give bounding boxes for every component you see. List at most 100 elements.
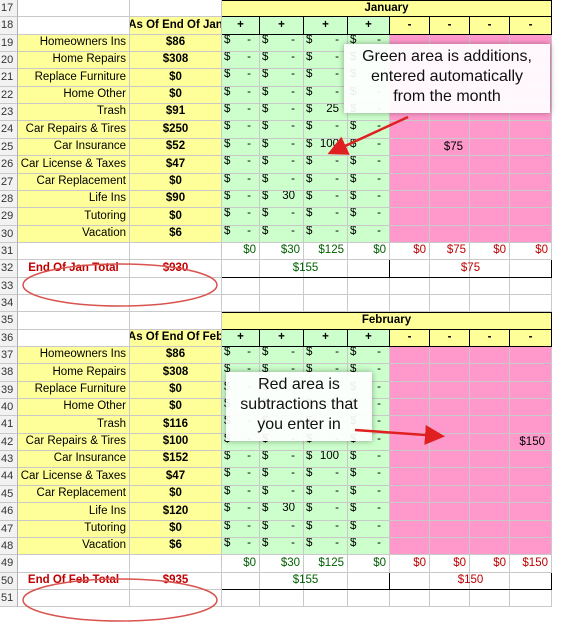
- subtraction-cell[interactable]: [510, 382, 552, 399]
- balance-cell[interactable]: $116: [130, 416, 222, 434]
- grid-cell[interactable]: [130, 590, 222, 607]
- subtraction-cell[interactable]: [390, 468, 430, 486]
- grid-cell[interactable]: [18, 17, 130, 35]
- grid-cell[interactable]: [130, 312, 222, 330]
- addition-cell[interactable]: $-: [222, 139, 260, 156]
- balance-cell[interactable]: $0: [130, 399, 222, 416]
- subtraction-cell[interactable]: [430, 486, 470, 503]
- grid-cell[interactable]: [510, 590, 552, 607]
- subtraction-cell[interactable]: [470, 538, 510, 555]
- row-header[interactable]: 43: [0, 451, 18, 468]
- row-header[interactable]: 18: [0, 17, 18, 35]
- subtraction-cell[interactable]: [390, 521, 430, 538]
- addition-cell[interactable]: $-: [260, 87, 304, 104]
- addition-cell[interactable]: $30: [260, 503, 304, 521]
- addition-cell[interactable]: $-: [222, 451, 260, 468]
- grid-cell[interactable]: [304, 295, 348, 312]
- addition-cell[interactable]: $-: [260, 156, 304, 174]
- subtraction-cell[interactable]: [430, 521, 470, 538]
- grid-cell[interactable]: [18, 278, 130, 295]
- subtraction-cell[interactable]: [470, 226, 510, 243]
- balance-cell[interactable]: $0: [130, 521, 222, 538]
- addition-cell[interactable]: $-: [348, 503, 390, 521]
- row-header[interactable]: 27: [0, 174, 18, 191]
- row-header[interactable]: 22: [0, 87, 18, 104]
- addition-cell[interactable]: $-: [348, 121, 390, 139]
- row-header[interactable]: 50: [0, 573, 18, 590]
- row-header[interactable]: 38: [0, 364, 18, 382]
- grid-cell[interactable]: [18, 0, 130, 17]
- addition-cell[interactable]: $-: [348, 191, 390, 208]
- subtraction-cell[interactable]: $150: [510, 434, 552, 451]
- subtraction-cell[interactable]: [470, 121, 510, 139]
- addition-cell[interactable]: $-: [222, 174, 260, 191]
- row-header[interactable]: 40: [0, 399, 18, 416]
- grid-cell[interactable]: [18, 555, 130, 573]
- addition-cell[interactable]: $-: [260, 104, 304, 121]
- addition-cell[interactable]: $-: [260, 174, 304, 191]
- grid-cell[interactable]: [222, 295, 260, 312]
- addition-cell[interactable]: $-: [222, 226, 260, 243]
- subtraction-cell[interactable]: [390, 538, 430, 555]
- row-header[interactable]: 37: [0, 347, 18, 364]
- addition-cell[interactable]: $-: [348, 521, 390, 538]
- row-header[interactable]: 47: [0, 521, 18, 538]
- balance-cell[interactable]: $6: [130, 226, 222, 243]
- balance-cell[interactable]: $47: [130, 468, 222, 486]
- addition-cell[interactable]: $-: [348, 486, 390, 503]
- subtraction-cell[interactable]: [390, 416, 430, 434]
- grid-cell[interactable]: [304, 590, 348, 607]
- subtraction-cell[interactable]: [430, 226, 470, 243]
- subtraction-cell[interactable]: [430, 451, 470, 468]
- subtraction-cell[interactable]: [430, 121, 470, 139]
- addition-cell[interactable]: $-: [304, 347, 348, 364]
- grid-cell[interactable]: [130, 0, 222, 17]
- addition-cell[interactable]: $-: [222, 156, 260, 174]
- row-header[interactable]: 31: [0, 243, 18, 260]
- grid-cell[interactable]: [348, 590, 390, 607]
- subtraction-cell[interactable]: [390, 226, 430, 243]
- balance-cell[interactable]: $0: [130, 87, 222, 104]
- addition-cell[interactable]: $-: [222, 87, 260, 104]
- balance-cell[interactable]: $0: [130, 208, 222, 226]
- addition-cell[interactable]: $-: [222, 208, 260, 226]
- subtraction-cell[interactable]: [390, 503, 430, 521]
- row-header[interactable]: 41: [0, 416, 18, 434]
- addition-cell[interactable]: $-: [260, 486, 304, 503]
- addition-cell[interactable]: $-: [304, 503, 348, 521]
- addition-cell[interactable]: $-: [222, 121, 260, 139]
- row-header[interactable]: 23: [0, 104, 18, 121]
- addition-cell[interactable]: $100: [304, 451, 348, 468]
- addition-cell[interactable]: $-: [260, 52, 304, 69]
- subtraction-cell[interactable]: [510, 347, 552, 364]
- subtraction-cell[interactable]: [390, 208, 430, 226]
- grid-cell[interactable]: [18, 590, 130, 607]
- addition-cell[interactable]: $-: [348, 347, 390, 364]
- subtraction-cell[interactable]: [510, 399, 552, 416]
- subtraction-cell[interactable]: [470, 382, 510, 399]
- balance-cell[interactable]: $250: [130, 121, 222, 139]
- grid-cell[interactable]: [260, 278, 304, 295]
- addition-cell[interactable]: $-: [304, 226, 348, 243]
- row-header[interactable]: 29: [0, 208, 18, 226]
- subtraction-cell[interactable]: [470, 191, 510, 208]
- row-header[interactable]: 39: [0, 382, 18, 399]
- grid-cell[interactable]: [348, 278, 390, 295]
- addition-cell[interactable]: $-: [260, 69, 304, 87]
- subtraction-cell[interactable]: [470, 451, 510, 468]
- addition-cell[interactable]: $-: [304, 35, 348, 52]
- addition-cell[interactable]: $-: [348, 174, 390, 191]
- balance-cell[interactable]: $0: [130, 382, 222, 399]
- grid-cell[interactable]: [348, 295, 390, 312]
- subtraction-cell[interactable]: [390, 364, 430, 382]
- row-header[interactable]: 33: [0, 278, 18, 295]
- subtraction-cell[interactable]: [470, 364, 510, 382]
- balance-cell[interactable]: $0: [130, 174, 222, 191]
- row-header[interactable]: 17: [0, 0, 18, 17]
- balance-cell[interactable]: $47: [130, 156, 222, 174]
- grid-cell[interactable]: [18, 295, 130, 312]
- addition-cell[interactable]: $-: [304, 191, 348, 208]
- addition-cell[interactable]: $-: [304, 538, 348, 555]
- subtraction-cell[interactable]: [510, 468, 552, 486]
- grid-cell[interactable]: [390, 295, 430, 312]
